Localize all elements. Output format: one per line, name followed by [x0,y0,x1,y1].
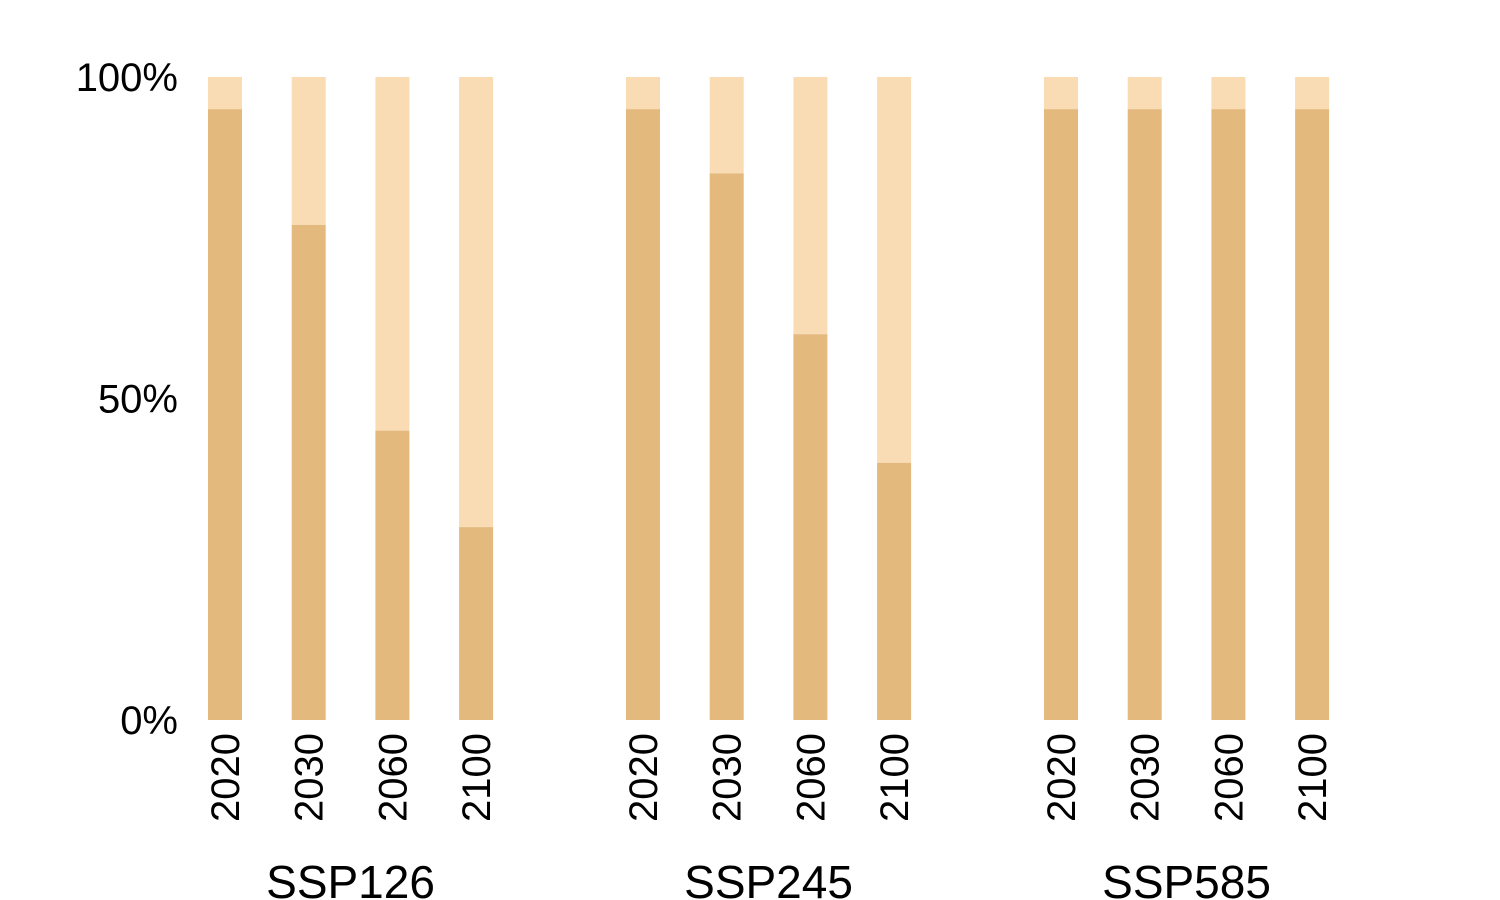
bars [208,77,1330,720]
y-tick-label: 100% [76,56,178,100]
bar-segment-upper [877,77,912,463]
bar-segment-lower [1127,109,1162,720]
y-tick-label: 0% [120,699,178,743]
bar-segment-lower [459,527,494,720]
x-tick-label: 2020 [204,733,248,822]
x-tick-label: 2060 [789,733,833,822]
x-tick-label: 2060 [371,733,415,822]
x-axis-labels: 2020 2030 2060 2100 2020 2030 2060 2100 2020 2030… [204,733,1335,822]
bar-segment-upper [1295,77,1330,110]
bar-segment-upper [1127,77,1162,110]
x-tick-label: 2100 [873,733,917,822]
x-tick-label: 2020 [1040,733,1084,822]
x-tick-label: 2030 [706,733,750,822]
bar-segment-upper [1211,77,1246,110]
bar-segment-upper [208,77,242,110]
bar-segment-lower [793,334,828,720]
bar-segment-lower [291,224,326,720]
bar-segment-upper [709,77,744,174]
bar-segment-lower [709,173,744,720]
bar-segment-upper [375,77,410,431]
x-tick-label: 2060 [1207,733,1251,822]
group-label: SSP585 [1102,856,1271,900]
bar-segment-upper [1044,77,1078,110]
bar-segment-lower [1211,109,1246,720]
bar-segment-lower [877,462,912,720]
x-tick-label: 2030 [1124,733,1168,822]
bar-segment-lower [1295,109,1330,720]
x-tick-label: 2100 [455,733,499,822]
bar-segment-upper [291,77,326,225]
group-label: SSP126 [266,856,435,900]
bar-segment-lower [1044,109,1078,720]
group-labels: SSP126 SSP245 SSP585 [266,856,1271,900]
x-tick-label: 2100 [1291,733,1335,822]
bar-segment-lower [626,109,660,720]
y-axis: 0% 50% 100% [76,56,178,743]
bar-segment-upper [626,77,660,110]
group-label: SSP245 [684,856,853,900]
bar-segment-lower [375,430,410,720]
x-tick-label: 2030 [288,733,332,822]
bar-segment-upper [459,77,494,528]
bar-segment-upper [793,77,828,335]
y-tick-label: 50% [98,378,178,422]
x-tick-label: 2020 [622,733,666,822]
bar-segment-lower [208,109,242,720]
